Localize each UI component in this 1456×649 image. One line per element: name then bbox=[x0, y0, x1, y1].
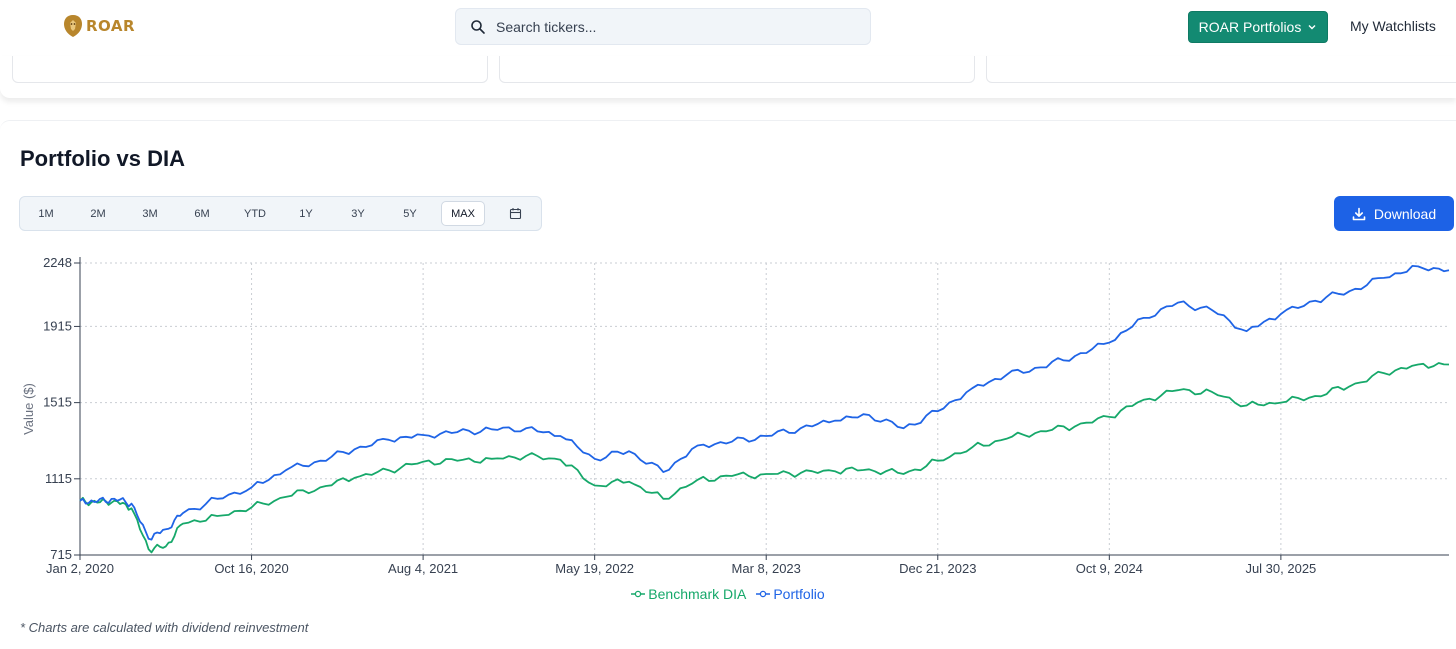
x-tick-label: May 19, 2022 bbox=[555, 561, 634, 576]
x-tick-label: Dec 21, 2023 bbox=[899, 561, 976, 576]
range-1m-button[interactable]: 1M bbox=[38, 207, 54, 220]
summary-card bbox=[986, 56, 1456, 83]
search-icon bbox=[471, 19, 485, 34]
search-box[interactable] bbox=[455, 8, 871, 45]
logo-text: ROAR bbox=[86, 17, 136, 35]
x-tick-label: Oct 9, 2024 bbox=[1076, 561, 1143, 576]
legend-line-icon bbox=[631, 590, 646, 598]
custom-date-button[interactable] bbox=[500, 201, 530, 226]
series-line-portfolio bbox=[79, 264, 1450, 541]
panel-title: Portfolio vs DIA bbox=[20, 146, 186, 171]
range-1y-button[interactable]: 1Y bbox=[299, 207, 313, 220]
x-tick-label: Aug 4, 2021 bbox=[388, 561, 458, 576]
range-3y-button[interactable]: 3Y bbox=[351, 207, 365, 220]
y-tick-label: 2248 bbox=[43, 255, 72, 270]
time-range-selector: 1M 2M 3M 6M YTD 1Y 3Y 5Y MAX bbox=[19, 196, 542, 231]
x-tick-label: Mar 8, 2023 bbox=[732, 561, 801, 576]
range-3m-button[interactable]: 3M bbox=[142, 207, 158, 220]
legend-line-icon bbox=[756, 590, 771, 598]
range-6m-button[interactable]: 6M bbox=[194, 207, 210, 220]
y-axis-label: Value ($) bbox=[21, 383, 36, 435]
lion-icon bbox=[64, 15, 82, 37]
range-2m-button[interactable]: 2M bbox=[90, 207, 106, 220]
y-tick-label: 1115 bbox=[45, 471, 72, 486]
roar-logo[interactable]: ROAR bbox=[62, 14, 135, 38]
portfolio-summary-cards bbox=[0, 56, 1456, 98]
range-ytd-button[interactable]: YTD bbox=[244, 207, 266, 220]
download-button[interactable]: Download bbox=[1334, 196, 1454, 231]
roar-portfolios-label: ROAR Portfolios bbox=[1198, 19, 1302, 35]
search-input[interactable] bbox=[496, 18, 856, 35]
y-tick-label: 715 bbox=[50, 547, 72, 562]
legend-label: Portfolio bbox=[773, 586, 825, 602]
x-tick-label: Oct 16, 2020 bbox=[214, 561, 288, 576]
summary-card bbox=[12, 56, 488, 83]
download-icon bbox=[1352, 207, 1366, 220]
summary-card bbox=[499, 56, 975, 83]
y-tick-label: 1515 bbox=[43, 395, 72, 410]
range-max-button[interactable]: MAX bbox=[441, 201, 485, 226]
roar-portfolios-button[interactable]: ROAR Portfolios bbox=[1188, 11, 1328, 43]
my-watchlists-link[interactable]: My Watchlists bbox=[1350, 18, 1436, 34]
dividend-footnote: * Charts are calculated with dividend re… bbox=[20, 620, 309, 635]
chart-legend: Benchmark DIA Portfolio bbox=[0, 586, 1456, 602]
top-navbar: ROAR ROAR Portfolios My Watchlists bbox=[0, 0, 1456, 56]
calendar-icon bbox=[509, 208, 521, 220]
range-5y-button[interactable]: 5Y bbox=[403, 207, 417, 220]
x-tick-label: Jan 2, 2020 bbox=[46, 561, 114, 576]
legend-label: Benchmark DIA bbox=[648, 586, 747, 602]
legend-item-portfolio[interactable]: Portfolio bbox=[756, 586, 825, 602]
legend-item-benchmark[interactable]: Benchmark DIA bbox=[631, 586, 746, 602]
portfolio-vs-dia-chart: 715 1115 1515 1915 2248 Jan 2, 2020 Oct 16, 20… bbox=[21, 255, 1450, 576]
chevron-down-icon bbox=[1308, 25, 1316, 30]
x-tick-label: Jul 30, 2025 bbox=[1245, 561, 1316, 576]
y-tick-label: 1915 bbox=[43, 318, 72, 333]
series-line-benchmark bbox=[79, 362, 1450, 554]
download-label: Download bbox=[1373, 205, 1437, 222]
